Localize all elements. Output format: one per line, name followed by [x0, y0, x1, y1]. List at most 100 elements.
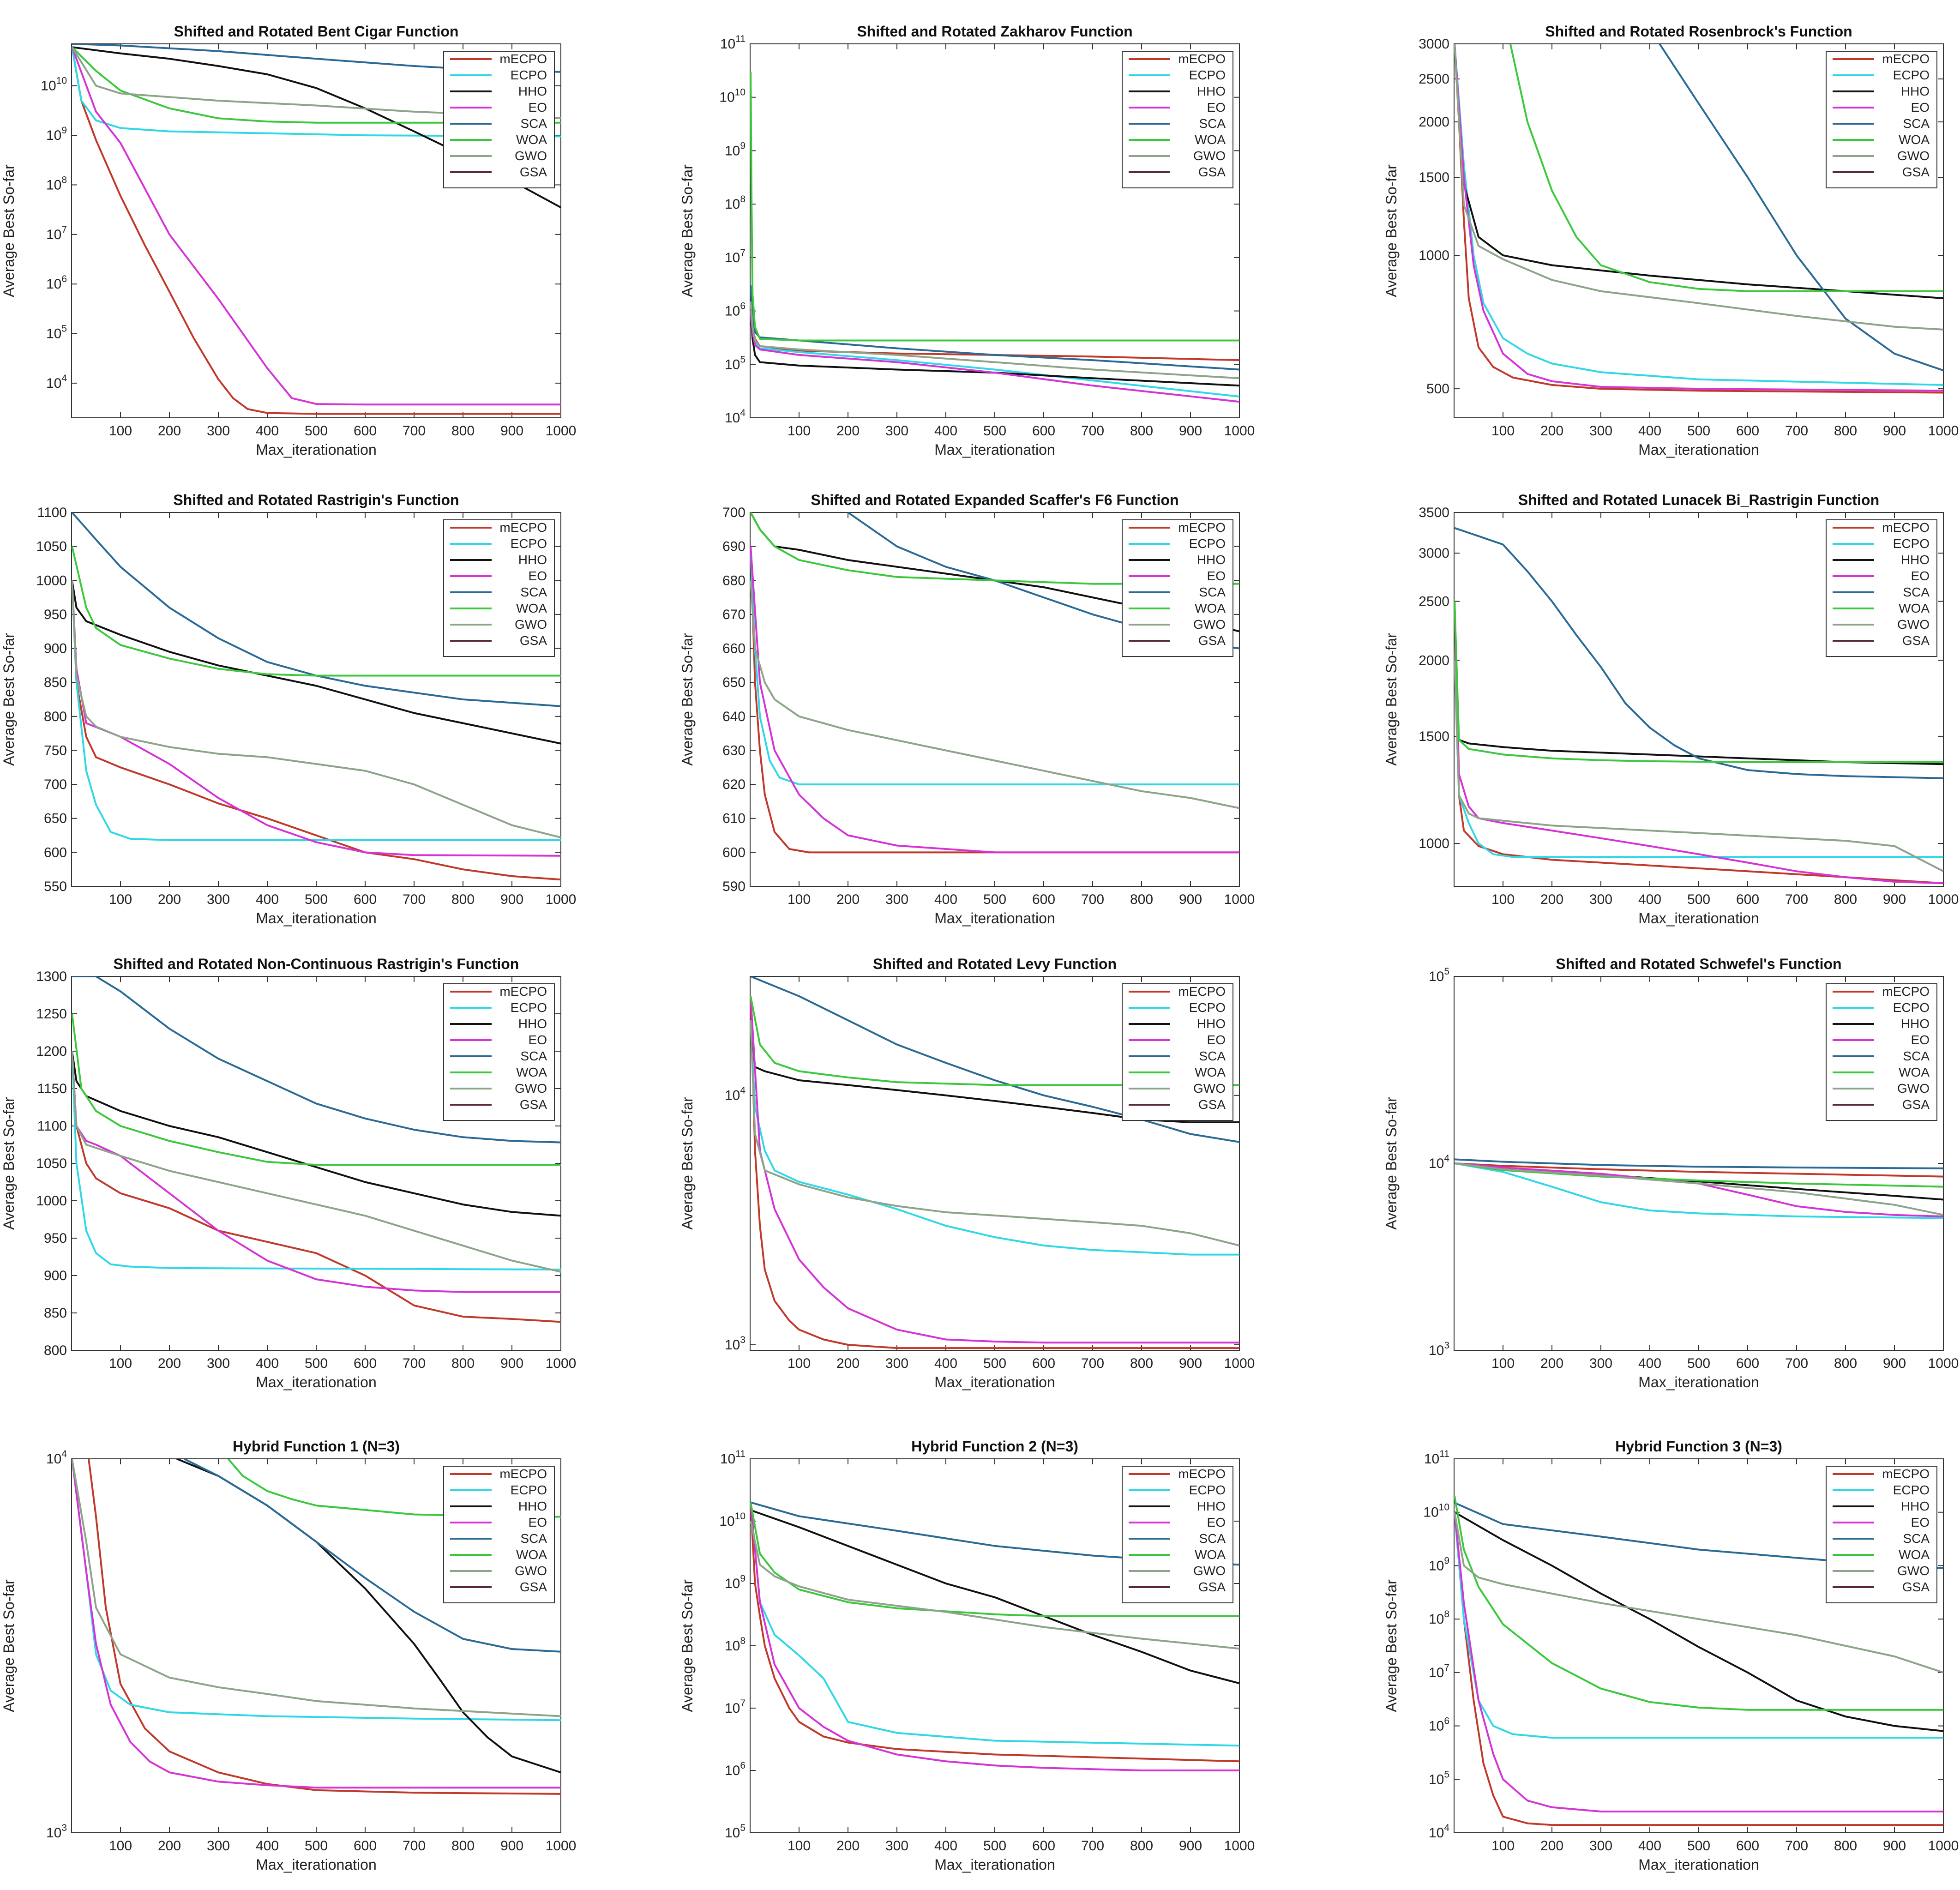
- x-tick-label: 500: [1687, 423, 1710, 439]
- legend-label-woa: WOA: [1899, 1547, 1930, 1562]
- x-tick-label: 500: [983, 1356, 1006, 1371]
- x-tick-label: 200: [836, 423, 860, 439]
- legend-label-eo: EO: [1207, 569, 1226, 583]
- series-line-eo: [72, 1051, 561, 1293]
- y-tick-label: 690: [722, 539, 746, 554]
- legend-label-hho: HHO: [1901, 553, 1930, 567]
- x-tick-label: 800: [1834, 1356, 1857, 1371]
- x-tick-label: 300: [1589, 1356, 1612, 1371]
- x-tick-label: 200: [1540, 1838, 1563, 1854]
- y-tick-label: 500: [1426, 381, 1449, 397]
- x-tick-label: 1000: [1928, 1356, 1959, 1371]
- chart-title: Hybrid Function 3 (N=3): [1615, 1438, 1782, 1455]
- x-tick-label: 1000: [1928, 423, 1959, 439]
- series-line-ecpo: [750, 1020, 1239, 1256]
- y-tick-label: 109: [725, 1573, 746, 1591]
- y-axis-label: Average Best So-far: [679, 1579, 696, 1712]
- x-tick-label: 100: [788, 423, 811, 439]
- legend-label-ecpo: ECPO: [511, 536, 547, 551]
- y-tick-label: 108: [725, 1636, 746, 1654]
- chart-panel-6: Shifted and Rotated Lunacek Bi_Rastrigin…: [1383, 492, 1959, 927]
- x-tick-label: 800: [1130, 1838, 1153, 1854]
- legend-label-eo: EO: [529, 100, 547, 114]
- legend-label-gsa: GSA: [1198, 165, 1226, 179]
- x-tick-label: 700: [1081, 1838, 1104, 1854]
- chart-panel-1: Shifted and Rotated Bent Cigar Function 1…: [0, 23, 576, 458]
- legend-label-gwo: GWO: [515, 149, 547, 163]
- legend-box: [1826, 51, 1937, 188]
- y-tick-label: 3000: [1419, 36, 1449, 52]
- y-tick-label: 104: [46, 1449, 67, 1467]
- series-line-sca: [72, 512, 561, 707]
- legend-label-eo: EO: [1207, 100, 1226, 114]
- x-tick-label: 500: [1687, 892, 1710, 907]
- legend-label-eo: EO: [1911, 100, 1930, 114]
- series-group: [750, 1501, 1239, 1771]
- chart-panel-11: Hybrid Function 2 (N=3) 100 200 300 400 500 60…: [679, 1438, 1255, 1873]
- legend-label-ecpo: ECPO: [511, 1000, 547, 1015]
- y-tick-label: 1011: [1424, 1449, 1449, 1467]
- x-tick-label: 300: [885, 1356, 908, 1371]
- legend-label-mecpo: mECPO: [499, 52, 547, 66]
- series-group: [72, 976, 561, 1323]
- x-tick-label: 900: [1179, 1356, 1202, 1371]
- legend-label-mecpo: mECPO: [1178, 984, 1226, 999]
- x-tick-label: 700: [1785, 423, 1808, 439]
- legend-label-mecpo: mECPO: [1882, 52, 1930, 66]
- y-axis-label: Average Best So-far: [0, 633, 17, 766]
- x-tick-label: 300: [207, 1356, 230, 1371]
- series-line-ecpo: [72, 1051, 561, 1270]
- y-tick-label: 850: [44, 1306, 67, 1321]
- x-tick-label: 1000: [546, 892, 577, 907]
- x-tick-label: 800: [451, 1838, 475, 1854]
- legend-label-eo: EO: [529, 1515, 547, 1529]
- x-tick-label: 700: [403, 1838, 426, 1854]
- legend-label-woa: WOA: [1899, 1065, 1930, 1079]
- y-tick-label: 900: [44, 1268, 67, 1283]
- y-tick-label: 105: [725, 354, 746, 372]
- x-tick-label: 300: [207, 423, 230, 439]
- series-line-gwo: [72, 1051, 561, 1273]
- legend-label-hho: HHO: [1197, 84, 1226, 98]
- series-line-woa: [1509, 44, 1943, 292]
- series-line-eo: [1454, 1162, 1943, 1217]
- y-tick-label: 104: [1429, 1823, 1449, 1841]
- x-tick-label: 600: [1736, 1356, 1759, 1371]
- series-line-mecpo: [1454, 1512, 1943, 1826]
- x-tick-label: 200: [836, 1838, 860, 1854]
- x-tick-label: 400: [256, 892, 279, 907]
- x-tick-label: 200: [1540, 423, 1563, 439]
- y-tick-label: 1000: [36, 573, 67, 588]
- y-axis-label: Average Best So-far: [1383, 1579, 1400, 1712]
- series-line-hho: [750, 311, 1239, 387]
- x-tick-label: 400: [1638, 423, 1661, 439]
- legend-label-gsa: GSA: [1198, 1580, 1226, 1594]
- legend-label-sca: SCA: [520, 116, 547, 131]
- series-line-hho: [1454, 44, 1943, 300]
- x-tick-label: 800: [451, 423, 475, 439]
- y-tick-label: 109: [46, 125, 67, 143]
- y-tick-label: 103: [725, 1335, 746, 1353]
- legend-label-ecpo: ECPO: [511, 1483, 547, 1497]
- legend-label-mecpo: mECPO: [1178, 52, 1226, 66]
- y-tick-label: 109: [1429, 1555, 1449, 1573]
- y-tick-label: 670: [722, 607, 746, 622]
- y-tick-label: 650: [44, 811, 67, 826]
- y-tick-label: 107: [725, 1698, 746, 1716]
- x-axis-label: Max_iterationation: [256, 910, 376, 927]
- x-tick-label: 900: [1883, 423, 1906, 439]
- x-tick-label: 800: [1834, 423, 1857, 439]
- series-line-gwo: [750, 580, 1239, 809]
- y-tick-label: 630: [722, 743, 746, 758]
- legend-box: [1122, 1466, 1233, 1603]
- x-tick-label: 300: [1589, 892, 1612, 907]
- y-tick-label: 107: [46, 224, 67, 242]
- legend-label-eo: EO: [529, 1033, 547, 1047]
- y-tick-label: 590: [722, 879, 746, 894]
- legend-label-sca: SCA: [1199, 1049, 1226, 1063]
- legend-label-gsa: GSA: [1902, 1580, 1930, 1594]
- y-tick-label: 750: [44, 743, 67, 758]
- chart-title: Shifted and Rotated Expanded Scaffer's F…: [811, 492, 1178, 508]
- x-axis-label: Max_iterationation: [1638, 1856, 1759, 1873]
